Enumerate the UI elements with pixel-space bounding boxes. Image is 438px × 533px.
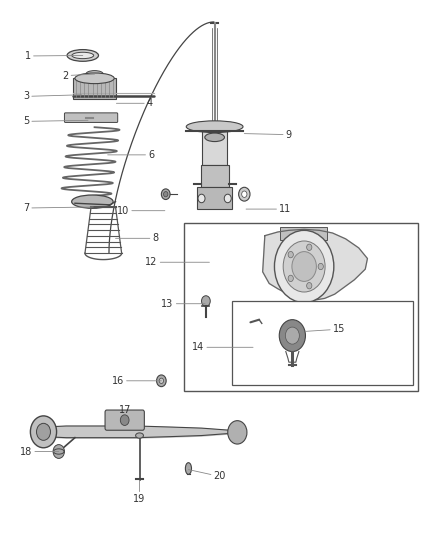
- FancyBboxPatch shape: [64, 113, 118, 123]
- Text: 18: 18: [20, 447, 59, 456]
- Circle shape: [36, 423, 50, 440]
- Circle shape: [288, 275, 293, 281]
- Text: 5: 5: [23, 116, 88, 126]
- Text: 3: 3: [23, 91, 81, 101]
- Text: 10: 10: [117, 206, 165, 216]
- Text: 7: 7: [23, 203, 93, 213]
- Text: 2: 2: [62, 71, 95, 80]
- Bar: [280, 227, 327, 240]
- Circle shape: [201, 296, 210, 306]
- Ellipse shape: [72, 195, 113, 208]
- Text: 4: 4: [117, 98, 153, 108]
- Ellipse shape: [185, 463, 191, 474]
- Bar: [197, 187, 232, 209]
- Text: 6: 6: [108, 150, 154, 160]
- Ellipse shape: [205, 133, 224, 142]
- Circle shape: [318, 263, 323, 270]
- Circle shape: [159, 378, 163, 383]
- Ellipse shape: [67, 50, 99, 61]
- Circle shape: [228, 421, 247, 444]
- Circle shape: [224, 194, 231, 203]
- Circle shape: [307, 282, 312, 289]
- Ellipse shape: [75, 73, 114, 84]
- Ellipse shape: [136, 433, 144, 438]
- Text: 16: 16: [112, 376, 161, 386]
- Bar: [73, 78, 117, 99]
- Text: 1: 1: [25, 51, 83, 61]
- Bar: [202, 131, 227, 165]
- Text: 12: 12: [145, 257, 209, 267]
- Circle shape: [292, 252, 316, 281]
- Circle shape: [30, 416, 57, 448]
- Text: 17: 17: [119, 405, 131, 418]
- Ellipse shape: [72, 52, 94, 59]
- Circle shape: [53, 445, 64, 458]
- Polygon shape: [263, 229, 367, 300]
- Circle shape: [120, 415, 129, 425]
- Bar: [184, 223, 418, 391]
- Circle shape: [283, 241, 325, 292]
- Text: 11: 11: [246, 204, 292, 214]
- Circle shape: [163, 191, 168, 197]
- Text: 9: 9: [244, 130, 292, 140]
- Ellipse shape: [53, 449, 64, 454]
- Circle shape: [242, 191, 247, 197]
- Circle shape: [198, 194, 205, 203]
- Ellipse shape: [186, 121, 243, 133]
- Circle shape: [279, 320, 305, 352]
- Text: 8: 8: [116, 233, 159, 244]
- FancyBboxPatch shape: [105, 410, 145, 430]
- Text: 19: 19: [134, 480, 146, 504]
- Ellipse shape: [86, 70, 103, 77]
- Bar: [232, 301, 413, 384]
- Circle shape: [288, 252, 293, 258]
- Circle shape: [286, 327, 299, 344]
- Bar: [201, 165, 229, 187]
- Text: 14: 14: [192, 342, 253, 352]
- Text: 15: 15: [305, 324, 345, 334]
- Text: 13: 13: [161, 298, 205, 309]
- Circle shape: [156, 375, 166, 386]
- Circle shape: [161, 189, 170, 199]
- Circle shape: [239, 187, 250, 201]
- Text: 20: 20: [188, 470, 226, 481]
- Circle shape: [307, 244, 312, 251]
- Circle shape: [275, 230, 334, 303]
